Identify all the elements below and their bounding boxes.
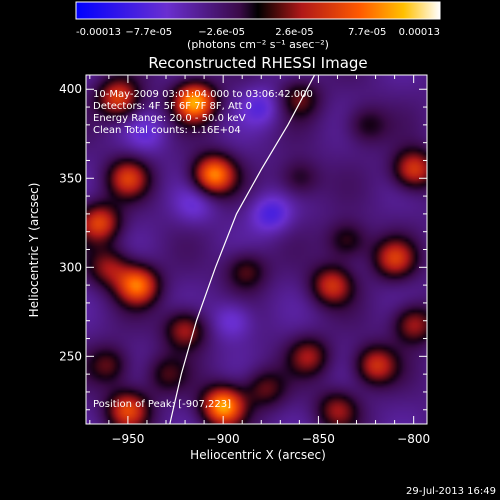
colorbar-tick-label: -0.00013 xyxy=(76,27,121,38)
y-tick-label: 250 xyxy=(59,349,82,363)
plot-area: −950 −900 −850 −800 250 300 350 400 xyxy=(59,74,430,446)
peak-position-label: Position of Peak: [-907,223] xyxy=(93,399,231,410)
colorbar-tick-label: 2.6e-05 xyxy=(275,27,313,38)
colorbar-ticks: -0.00013 −7.7e-05 −2.6e-05 2.6e-05 7.7e-05 0.… xyxy=(76,27,440,38)
annotation-counts: Clean Total counts: 1.16E+04 xyxy=(93,125,241,136)
axis-ticks: −950 −900 −850 −800 250 300 350 400 xyxy=(59,75,430,446)
colorbar-gradient xyxy=(75,1,441,20)
annotation-detectors: Detectors: 4F 5F 6F 7F 8F, Att 0 xyxy=(93,101,252,112)
x-tick-label: −900 xyxy=(207,432,240,446)
x-tick-label: −950 xyxy=(111,432,144,446)
y-tick-label: 300 xyxy=(59,260,82,274)
chart-title: Reconstructed RHESSI Image xyxy=(148,54,367,72)
annotation-block: 10-May-2009 03:01:04.000 to 03:06:42.000… xyxy=(93,89,313,410)
heatmap-image xyxy=(86,75,427,424)
annotation-energy: Energy Range: 20.0 - 50.0 keV xyxy=(93,113,246,124)
y-tick-label: 400 xyxy=(59,82,82,96)
footer-timestamp: 29-Jul-2013 16:49 xyxy=(406,486,496,497)
solar-limb-curve xyxy=(169,75,316,424)
x-tick-label: −850 xyxy=(302,432,335,446)
colorbar: -0.00013 −7.7e-05 −2.6e-05 2.6e-05 7.7e-05 0.… xyxy=(75,1,441,51)
x-axis-label: Heliocentric X (arcsec) xyxy=(190,448,326,462)
colorbar-tick-label: −2.6e-05 xyxy=(198,27,245,38)
colorbar-tick-label: 7.7e-05 xyxy=(348,27,386,38)
y-tick-label: 350 xyxy=(59,171,82,185)
annotation-time: 10-May-2009 03:01:04.000 to 03:06:42.000 xyxy=(93,89,313,100)
colorbar-tick-label: −7.7e-05 xyxy=(125,27,172,38)
y-axis-label: Heliocentric Y (arcsec) xyxy=(27,183,41,318)
colorbar-unit-label: (photons cm⁻² s⁻¹ asec⁻²) xyxy=(187,38,329,51)
colorbar-tick-label: 0.00013 xyxy=(399,27,440,38)
x-tick-label: −800 xyxy=(397,432,430,446)
